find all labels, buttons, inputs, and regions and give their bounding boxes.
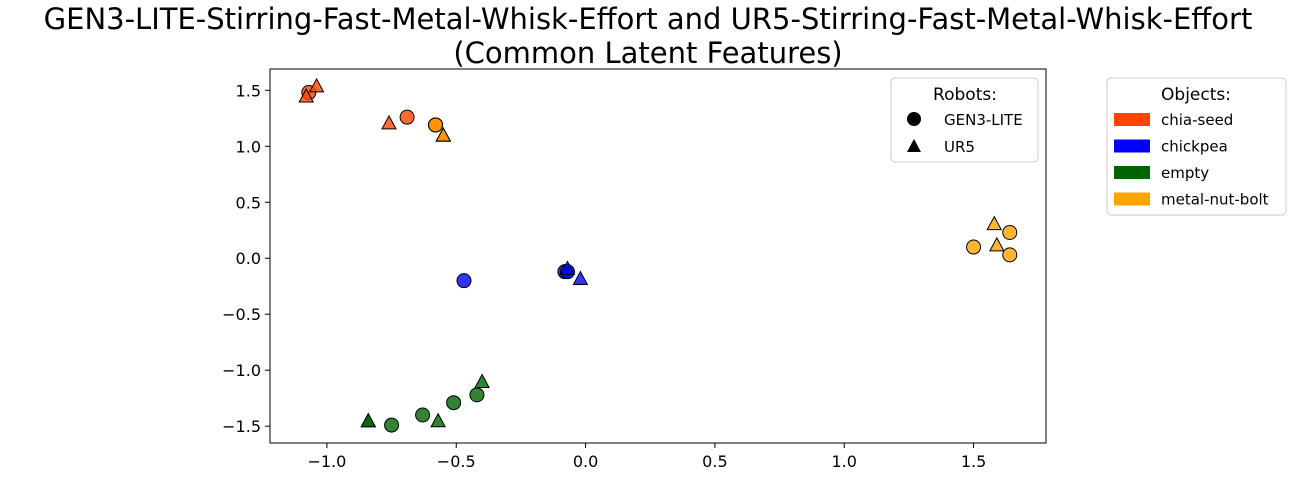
x-tick-label: −1.0 [307,452,346,471]
legend-circle-marker [907,112,921,126]
point-empty-ur5 [430,412,446,428]
point-metal-nut-bolt-gen3lite [428,117,444,133]
point-metal-nut-bolt-ur5 [435,127,452,142]
robots-legend-frame [890,77,1039,163]
x-tick-label: 0.0 [573,452,598,471]
point-empty-gen3lite [446,395,462,411]
y-tick-label: −1.5 [222,417,261,436]
y-tick-label: 1.0 [236,137,261,156]
point-chickpea-ur5 [559,260,576,275]
legend-swatch-metal-nut-bolt [1114,192,1150,206]
y-tick-label: 0.0 [236,249,261,268]
chart-title: GEN3-LITE-Stirring-Fast-Metal-Whisk-Effo… [0,2,1296,70]
robots-legend: Robots: GEN3-LITE UR5 [890,77,1039,163]
point-chia-seed-ur5 [381,114,397,130]
x-tick-label: −0.5 [437,452,476,471]
x-axis: −1.0 −0.5 0.0 0.5 1.0 1.5 [307,443,986,471]
legend-object-empty: empty [1161,164,1209,182]
objects-legend-title: Objects: [1161,85,1231,105]
x-tick-label: 0.5 [702,452,727,471]
y-tick-label: −0.5 [222,305,261,324]
point-metal-nut-bolt-gen3lite [966,239,982,255]
point-chia-seed-gen3lite [399,109,415,125]
x-tick-label: 1.0 [832,452,857,471]
point-empty-gen3lite [469,387,485,403]
y-tick-label: 1.5 [236,81,261,100]
legend-object-chia-seed: chia-seed [1161,111,1233,129]
point-metal-nut-bolt-ur5 [986,215,1003,231]
chart-marks [298,77,1018,433]
point-chia-seed-ur5 [298,87,315,103]
point-chickpea-gen3lite [456,273,472,289]
legend-swatch-chia-seed [1114,113,1150,126]
y-tick-label: −1.0 [222,361,261,380]
point-chickpea-ur5 [572,270,589,286]
objects-legend: Objects: chia-seed chickpea empty metal-nut… [1106,77,1287,216]
chart-title-line1: GEN3-LITE-Stirring-Fast-Metal-Whisk-Effo… [43,2,1253,36]
point-empty-ur5 [360,412,377,428]
point-metal-nut-bolt-gen3lite [1002,247,1018,263]
y-tick-label: 0.5 [236,193,261,212]
chart-title-line2: (Common Latent Features) [453,36,843,70]
legend-swatch-chickpea [1114,139,1150,153]
point-empty-ur5 [474,373,490,389]
robots-legend-title: Robots: [933,85,997,105]
point-empty-gen3lite [415,407,431,423]
legend-robot-ur5: UR5 [944,138,975,156]
legend-swatch-empty [1114,166,1150,179]
objects-legend-frame [1106,77,1287,216]
plot-frame [269,68,1047,444]
y-axis: 1.5 1.0 0.5 0.0 −0.5 −1.0 −1.5 [222,81,270,436]
legend-object-metal-nut-bolt: metal-nut-bolt [1161,191,1269,209]
legend-triangle-marker [907,139,921,152]
point-metal-nut-bolt-ur5 [989,236,1005,252]
legend-object-chickpea: chickpea [1161,138,1228,156]
legend-robot-gen3lite: GEN3-LITE [944,111,1023,129]
point-empty-gen3lite [384,417,400,433]
x-tick-label: 1.5 [961,452,986,471]
point-chia-seed-ur5 [308,77,325,93]
point-metal-nut-bolt-gen3lite [1002,224,1018,240]
